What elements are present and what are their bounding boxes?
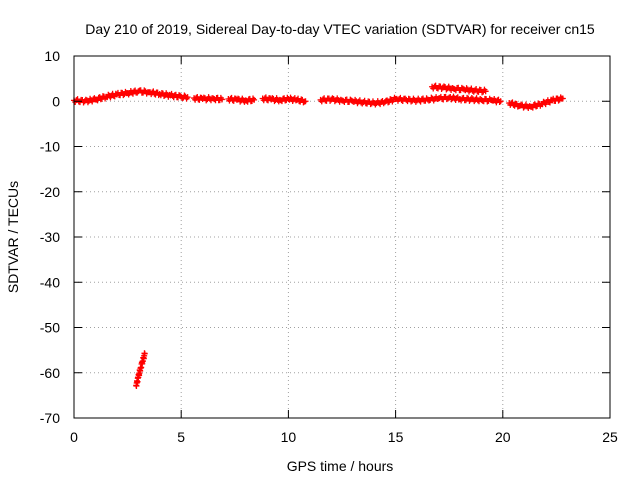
y-tick-label: -40 (40, 274, 60, 290)
y-tick-label: 0 (52, 93, 60, 109)
y-tick-label: -10 (40, 139, 60, 155)
x-tick-label: 10 (281, 429, 297, 445)
chart-title: Day 210 of 2019, Sidereal Day-to-day VTE… (85, 21, 595, 37)
y-tick-label: -70 (40, 410, 60, 426)
data-point (559, 95, 566, 102)
x-tick-label: 5 (177, 429, 185, 445)
data-point (184, 94, 191, 101)
y-tick-label: -60 (40, 365, 60, 381)
data-points (71, 82, 566, 389)
data-point (218, 96, 225, 103)
data-point (482, 88, 489, 95)
data-point (302, 98, 309, 105)
ticks: 0 5 10 15 20 25 10 0 -10 -20 -30 -40 -50 -60 -70 (40, 48, 618, 445)
y-tick-label: 10 (44, 48, 60, 64)
y-axis-label: SDTVAR / TECUs (5, 181, 21, 293)
data-point (496, 99, 503, 106)
x-tick-label: 25 (602, 429, 618, 445)
data-point (181, 92, 188, 99)
x-axis-label: GPS time / hours (287, 458, 394, 474)
data-point (555, 97, 562, 104)
x-tick-label: 0 (70, 429, 78, 445)
data-point (497, 98, 504, 105)
grid (74, 56, 610, 418)
y-tick-label: -30 (40, 229, 60, 245)
data-point (141, 87, 148, 94)
x-tick-label: 20 (495, 429, 511, 445)
x-tick-label: 15 (388, 429, 404, 445)
data-point (120, 92, 127, 99)
data-point (141, 350, 148, 357)
data-point (250, 95, 257, 102)
y-tick-label: -20 (40, 184, 60, 200)
y-tick-label: -50 (40, 320, 60, 336)
data-point (251, 96, 258, 103)
